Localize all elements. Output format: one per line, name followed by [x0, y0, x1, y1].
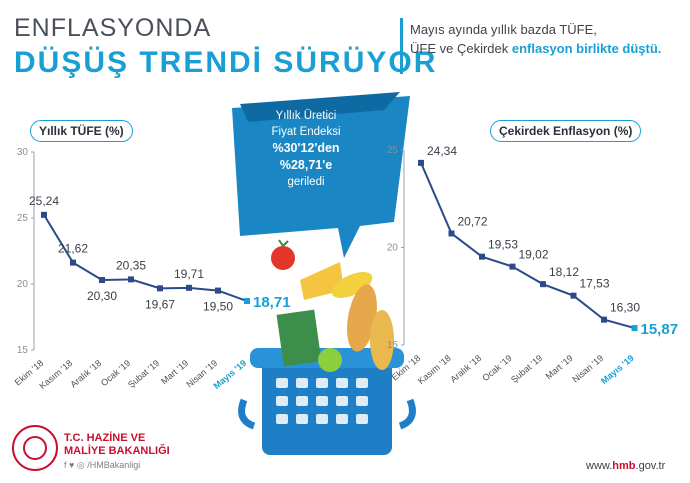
chart0-point — [186, 284, 192, 291]
chart0-point — [215, 287, 221, 294]
chart0-data-label: 20,30 — [87, 289, 117, 303]
chart1-ytick-label: 25 — [387, 145, 399, 156]
chart0-point — [244, 298, 250, 305]
chart1-xtick-label: Ocak '19 — [480, 353, 513, 383]
chart1-point — [570, 292, 577, 299]
chart1-data-label: 16,30 — [610, 301, 640, 315]
chart1-xtick-label: Şubat '19 — [509, 353, 544, 385]
org-line2: MALİYE BAKANLIĞI — [64, 445, 170, 457]
website-link[interactable]: www.hmb.gov.tr — [586, 460, 666, 472]
social-handle[interactable]: f ♥ ◎ /HMBakanligi — [64, 460, 141, 470]
callout-line5: geriledi — [287, 176, 325, 188]
chart1-point — [601, 316, 607, 323]
chart0-xtick-label: Aralık '18 — [68, 358, 103, 390]
note-part2: ÜFE ve Çekirdek — [410, 41, 512, 56]
chart1-ytick-label: 15 — [387, 340, 399, 351]
chart0-data-label: 19,50 — [203, 300, 233, 314]
chart1-data-label: 17,53 — [580, 277, 610, 291]
chart0-data-label: 25,24 — [29, 194, 59, 208]
chart0-ytick-label: 25 — [17, 213, 29, 224]
chart1-point — [418, 159, 424, 166]
chart1-data-label: 19,02 — [519, 248, 549, 262]
callout-line4: %28,71'e — [279, 158, 333, 172]
chart1-point — [631, 325, 638, 332]
chart-title-core: Çekirdek Enflasyon (%) — [490, 120, 642, 142]
org-line1: T.C. HAZİNE VE — [64, 432, 146, 444]
food-illustration — [271, 239, 394, 372]
chart1-data-label: 24,34 — [427, 144, 457, 158]
chart0-point — [99, 277, 105, 284]
ufe-callout — [232, 92, 410, 258]
chart1-point — [509, 263, 516, 270]
chart1-data-label: 20,72 — [458, 214, 488, 228]
chart0-point — [70, 259, 76, 266]
chart0-series-line — [43, 214, 248, 302]
chart1-point — [479, 253, 485, 260]
title-line2: DÜŞÜŞ TRENDİ SÜRÜYOR — [14, 46, 438, 79]
chart0-data-label: 18,71 — [253, 294, 291, 311]
chart0-ytick-label: 15 — [17, 345, 29, 356]
note-highlight: enflasyon birlikte düştü. — [511, 41, 662, 56]
note-accent-bar — [400, 18, 403, 74]
chart0-data-label: 19,71 — [174, 267, 204, 281]
chart1-data-label: 18,12 — [549, 265, 579, 279]
chart0-xtick-label: Şubat '19 — [126, 358, 161, 390]
chart1-data-label: 19,53 — [488, 238, 518, 252]
title-line1: ENFLASYONDA — [14, 14, 212, 42]
chart0-data-label: 19,67 — [145, 297, 175, 311]
chart0-data-label: 20,35 — [116, 258, 146, 272]
chart1-point — [448, 230, 455, 237]
org-name: T.C. HAZİNE VE MALİYE BAKANLIĞI — [64, 432, 170, 458]
callout-line2: Fiyat Endeksi — [271, 126, 341, 138]
chart0-point — [128, 276, 134, 283]
callout-text: Yıllık Üretici Fiyat Endeksi %30'12'den … — [246, 108, 366, 190]
note-part1: Mayıs ayında yıllık bazda TÜFE, — [410, 22, 597, 37]
callout-line3: %30'12'den — [272, 141, 340, 155]
chart1-xtick-label: Aralık '18 — [448, 353, 483, 385]
chart-title-tufe: Yıllık TÜFE (%) — [30, 120, 133, 142]
chart1-xtick-label: Mayıs '19 — [599, 353, 636, 386]
chart1-xtick-label: Kasım '18 — [416, 353, 453, 386]
chart1-series-line — [420, 162, 635, 329]
ministry-logo-icon — [12, 425, 58, 471]
chart1-point — [540, 281, 546, 288]
chart0-point — [41, 211, 47, 218]
chart0-ytick-label: 30 — [17, 147, 29, 158]
callout-line1: Yıllık Üretici — [275, 110, 337, 122]
chart1-ytick-label: 20 — [387, 243, 399, 254]
summary-note: Mayıs ayında yıllık bazda TÜFE, ÜFE ve Ç… — [410, 20, 680, 58]
chart1-data-label: 15,87 — [641, 321, 679, 338]
chart0-data-label: 21,62 — [58, 242, 88, 256]
chart0-ytick-label: 20 — [17, 279, 29, 290]
chart0-point — [157, 285, 163, 292]
